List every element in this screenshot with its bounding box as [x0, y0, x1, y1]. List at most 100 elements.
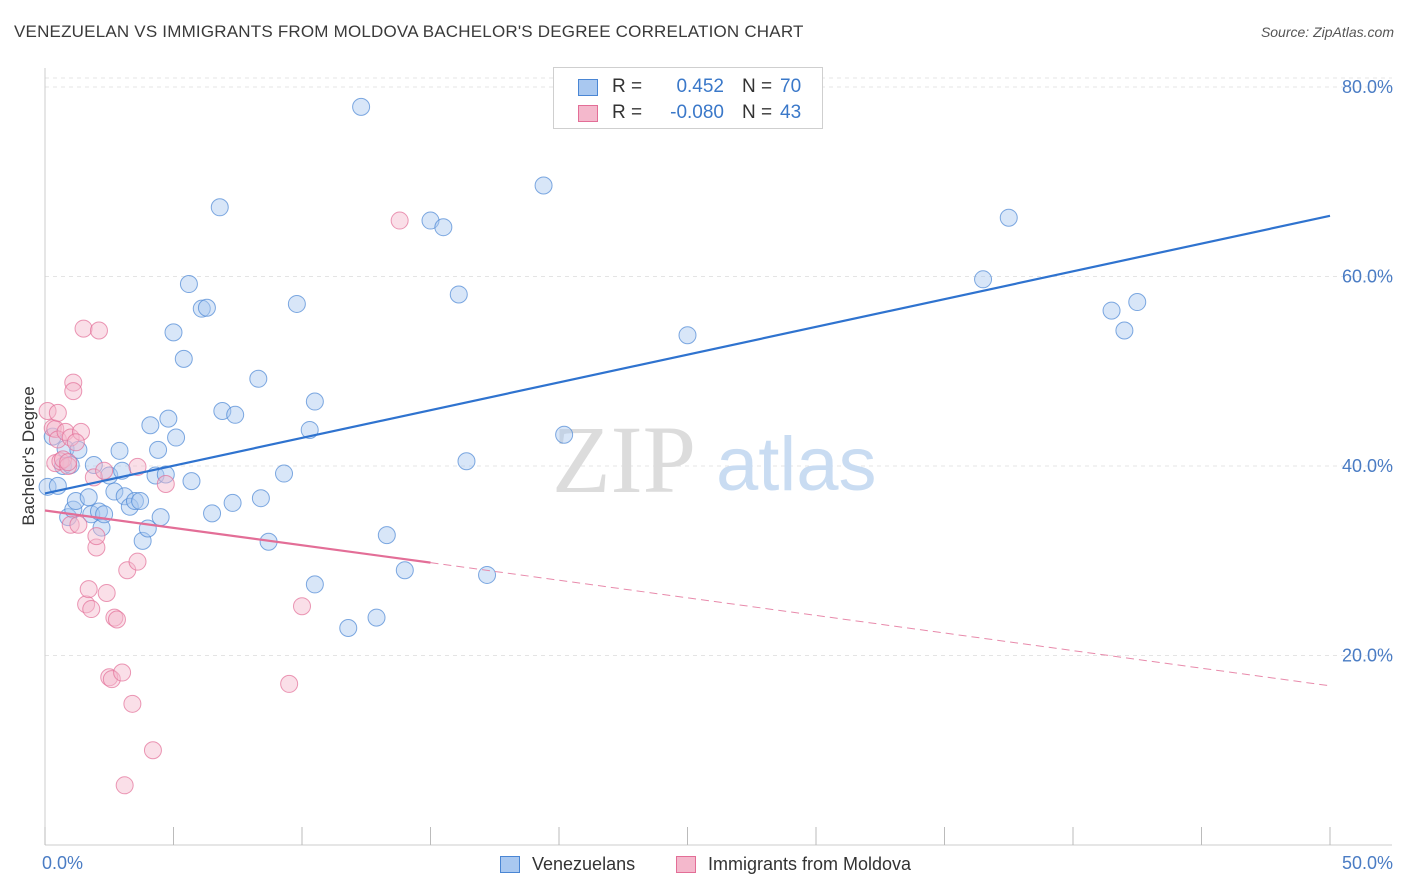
legend-row-venezuelans: R = 0.452 N = 70 [578, 75, 801, 99]
venezuelan-point [151, 508, 170, 527]
venezuelan-point [110, 441, 129, 460]
moldova-point [69, 515, 88, 534]
moldova-point [102, 670, 121, 689]
legend-n-value: 43 [780, 102, 802, 123]
venezuelan-point [395, 561, 414, 580]
y-tick-label: 80.0% [1342, 77, 1393, 97]
moldova-point [143, 741, 162, 760]
venezuelan-point [159, 409, 178, 428]
venezuelan-point [249, 369, 268, 388]
moldova-point [123, 694, 142, 713]
moldova-point [156, 474, 175, 493]
y-tick-label: 20.0% [1342, 645, 1393, 665]
watermark-atlas: atlas [716, 422, 877, 507]
venezuelan-point [223, 493, 242, 512]
venezuelan-point [226, 405, 245, 424]
x-tick-label: 0.0% [42, 853, 83, 873]
venezuelan-point [339, 619, 358, 638]
moldova-point [66, 433, 85, 452]
moldova-point [64, 382, 83, 401]
moldova-point [115, 776, 134, 795]
moldova-point [61, 428, 80, 447]
venezuelan-point [210, 198, 229, 217]
venezuelan-point [156, 465, 175, 484]
venezuelan-point [305, 575, 324, 594]
moldova-point [293, 597, 311, 616]
bottom-legend-label-moldova: Immigrants from Moldova [708, 853, 912, 874]
tick-labels: 20.0% 40.0% 60.0% 80.0% 0.0% 50.0% [42, 77, 1393, 873]
venezuelan-point [555, 425, 574, 444]
moldova-point [89, 321, 108, 340]
venezuelan-point [534, 176, 553, 195]
venezuelan-point [457, 452, 476, 471]
legend-row-moldova: R = -0.080 N = 43 [578, 101, 801, 125]
venezuelan-point [367, 608, 386, 627]
venezuelan-point [1102, 301, 1121, 320]
legend-r-label: R = [612, 76, 643, 97]
moldova-point [77, 595, 96, 614]
venezuelan-point [192, 299, 211, 318]
moldova-point [128, 552, 147, 571]
venezuelan-point [182, 472, 201, 491]
moldova-point [71, 422, 90, 441]
venezuelan-point [974, 270, 993, 289]
bottom-legend-label-venezuelans: Venezuelans [532, 853, 636, 874]
source-label: Source: ZipAtlas.com [1260, 24, 1394, 40]
venezuelan-point [1115, 321, 1134, 340]
axes [44, 68, 1392, 846]
bottom-legend-swatch-moldova [676, 855, 696, 873]
venezuelan-point [377, 526, 396, 545]
venezuelan-point [197, 298, 216, 317]
y-axis-label: Bachelor's Degree [19, 386, 38, 525]
venezuelan-point [174, 349, 193, 368]
venezuelan-point [1128, 293, 1147, 312]
venezuelan-point [287, 294, 306, 313]
moldova-point [48, 403, 67, 422]
moldova-point [128, 457, 147, 476]
venezuelan-point [434, 218, 453, 237]
legend-n-label: N = [742, 76, 773, 97]
bottom-legend-venezuelans: Venezuelans [500, 852, 635, 876]
moldova-point [59, 453, 78, 472]
venezuelan-point [125, 492, 144, 511]
venezuelan-point [120, 497, 139, 516]
moldova-point [59, 456, 78, 475]
legend-n-value: 70 [780, 76, 802, 97]
venezuelan-point [999, 208, 1018, 227]
venezuelan-point [251, 489, 270, 508]
moldova-point [95, 461, 114, 480]
venezuelan-point [300, 420, 319, 439]
watermark-zip: ZIP [552, 406, 696, 513]
moldova-point [97, 583, 116, 602]
bottom-legend-swatch-venezuelans [500, 855, 520, 873]
legend-swatch-moldova [578, 104, 598, 122]
trend-lines [44, 214, 1331, 687]
moldova-point [61, 515, 80, 534]
moldova-trend-extrapolation [430, 562, 1331, 687]
legend-r-label: R = [612, 102, 643, 123]
venezuelan-point [179, 275, 198, 294]
legend-n-label: N = [742, 102, 773, 123]
y-tick-label: 60.0% [1342, 266, 1393, 286]
venezuelan-trend-line [44, 214, 1331, 495]
venezuelan-point [141, 416, 160, 435]
stats-legend: R = 0.452 N = 70 R = -0.080 N = 43 [553, 67, 823, 129]
venezuelan-point [164, 323, 183, 342]
moldova-point [79, 580, 98, 599]
moldova-point [87, 527, 106, 546]
moldova-point [105, 608, 124, 627]
legend-r-value: 0.452 [676, 76, 724, 97]
bottom-legend-moldova: Immigrants from Moldova [676, 852, 911, 876]
venezuelan-point [678, 326, 697, 345]
venezuelan-point [131, 492, 150, 511]
venezuelan-point [203, 504, 222, 523]
venezuelan-point [79, 488, 98, 507]
venezuelan-point [84, 456, 103, 475]
x-tick-label: 50.0% [1342, 853, 1393, 873]
moldova-point [280, 674, 299, 693]
venezuelan-point [167, 428, 186, 447]
chart-title: VENEZUELAN VS IMMIGRANTS FROM MOLDOVA BA… [14, 22, 804, 41]
moldova-trend-line [44, 509, 431, 564]
venezuelan-point [105, 482, 124, 501]
